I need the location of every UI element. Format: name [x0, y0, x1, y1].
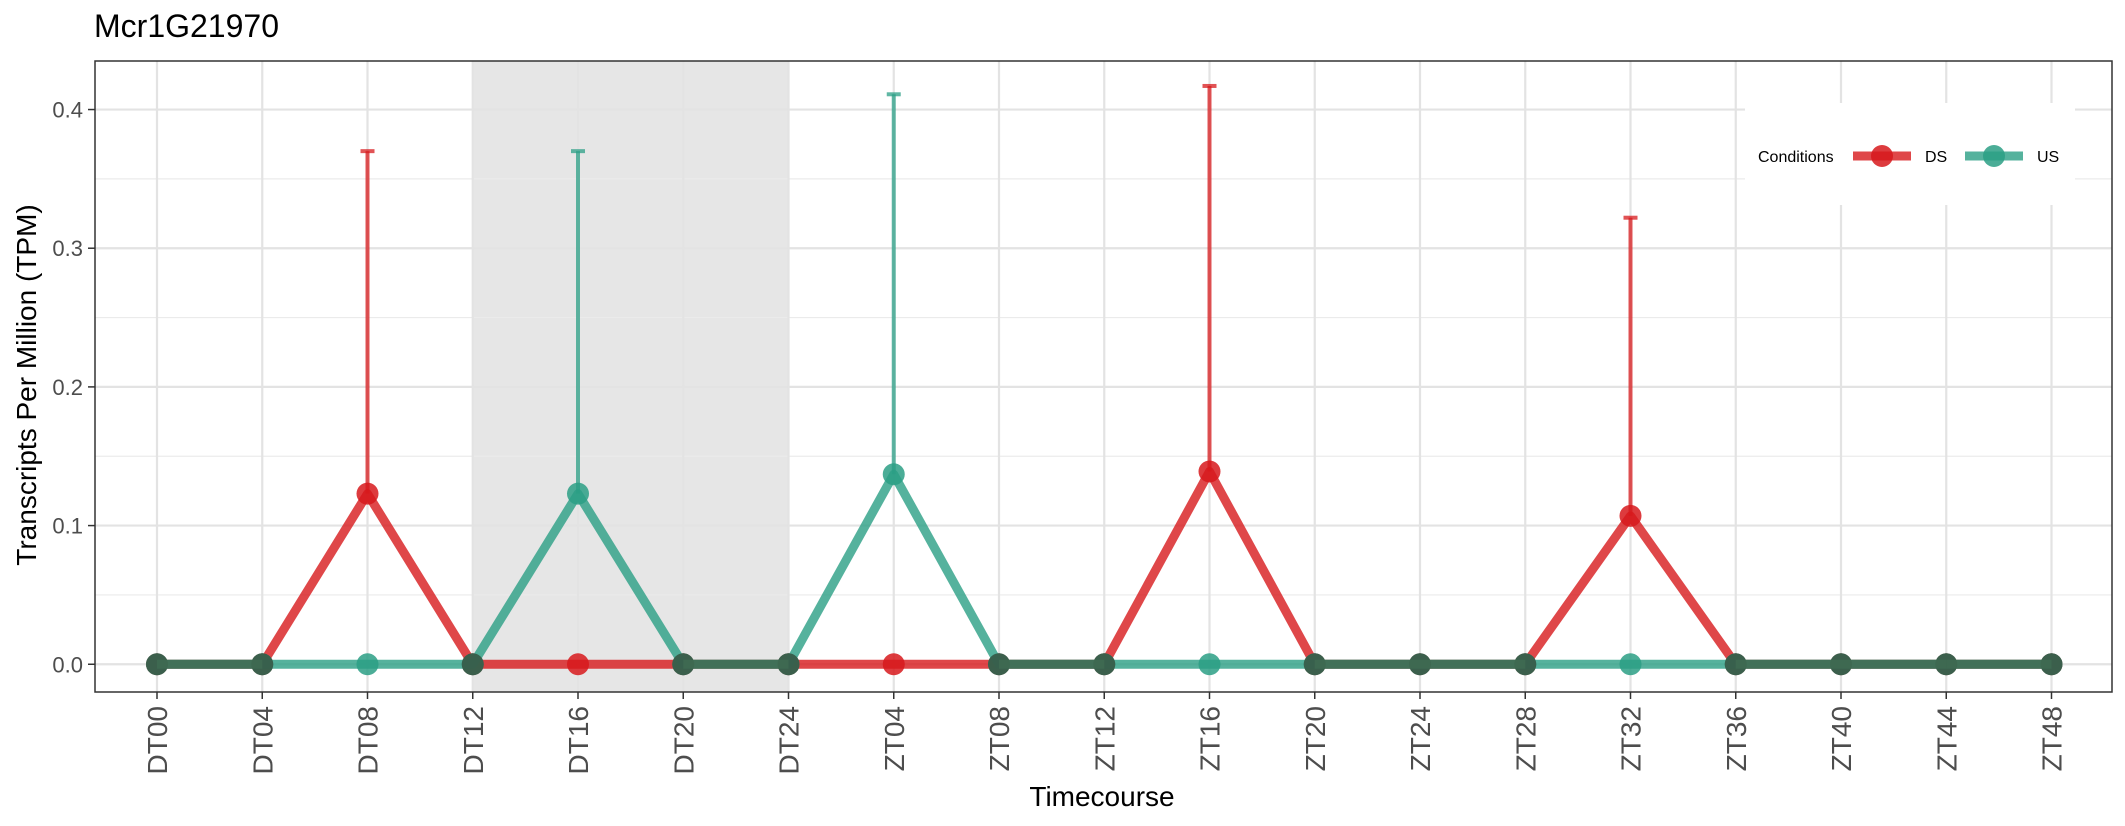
legend-key-point — [1983, 145, 2005, 167]
x-tick-label: ZT16 — [1195, 706, 1226, 771]
legend-title: Conditions — [1758, 149, 1834, 166]
data-point — [1198, 653, 1221, 676]
legend-label: US — [2037, 149, 2059, 166]
x-tick-label: ZT24 — [1405, 706, 1436, 771]
y-tick-label: 0.1 — [52, 514, 83, 539]
x-tick-label: DT00 — [142, 706, 173, 774]
data-point — [1619, 653, 1642, 676]
x-tick-label: ZT20 — [1300, 706, 1331, 771]
y-axis-title: Transcripts Per Million (TPM) — [11, 204, 42, 565]
x-tick-label: ZT36 — [1721, 706, 1752, 771]
y-tick-label: 0.4 — [52, 98, 83, 123]
data-point — [567, 653, 589, 676]
x-tick-label: DT20 — [668, 706, 699, 774]
y-tick-label: 0.0 — [52, 652, 83, 677]
plot-area: 0.0 0.1 0.2 0.3 0.4 DT00 DT04 DT08 DT12 DT16 DT20 D… — [52, 60, 2113, 774]
legend-label: DS — [1925, 149, 1947, 166]
x-tick-label: ZT08 — [984, 706, 1015, 771]
y-tick-label: 0.3 — [52, 236, 83, 261]
data-point — [567, 482, 589, 505]
x-tick-label: DT04 — [247, 706, 278, 774]
x-tick-label: ZT04 — [879, 706, 910, 771]
data-point — [1619, 504, 1642, 527]
x-tick-label: ZT12 — [1089, 706, 1120, 771]
legend-key-point — [1871, 145, 1893, 167]
y-tick-label: 0.2 — [52, 375, 83, 400]
chart-title: Mcr1G21970 — [94, 8, 279, 44]
data-point — [356, 482, 379, 505]
x-tick-label: ZT28 — [1510, 706, 1541, 771]
x-tick-label: DT16 — [563, 706, 594, 774]
data-point — [1198, 460, 1221, 483]
x-tick-label: ZT44 — [1931, 706, 1962, 771]
x-tick-label: DT12 — [458, 706, 489, 774]
data-point — [882, 463, 905, 486]
x-axis-title: Timecourse — [1029, 781, 1174, 812]
x-tick-label: ZT40 — [1826, 706, 1857, 771]
x-tick-label: DT24 — [774, 706, 805, 774]
legend: Conditions DS US — [1745, 103, 2075, 205]
data-point — [882, 653, 905, 676]
overlap-point — [461, 653, 484, 676]
data-point — [356, 653, 379, 676]
shaded-night-region — [472, 61, 789, 692]
plot-border — [94, 60, 2113, 693]
x-tick-label: ZT48 — [2037, 706, 2068, 771]
x-tick-label: DT08 — [353, 706, 384, 774]
x-tick-label: ZT32 — [1616, 706, 1647, 771]
